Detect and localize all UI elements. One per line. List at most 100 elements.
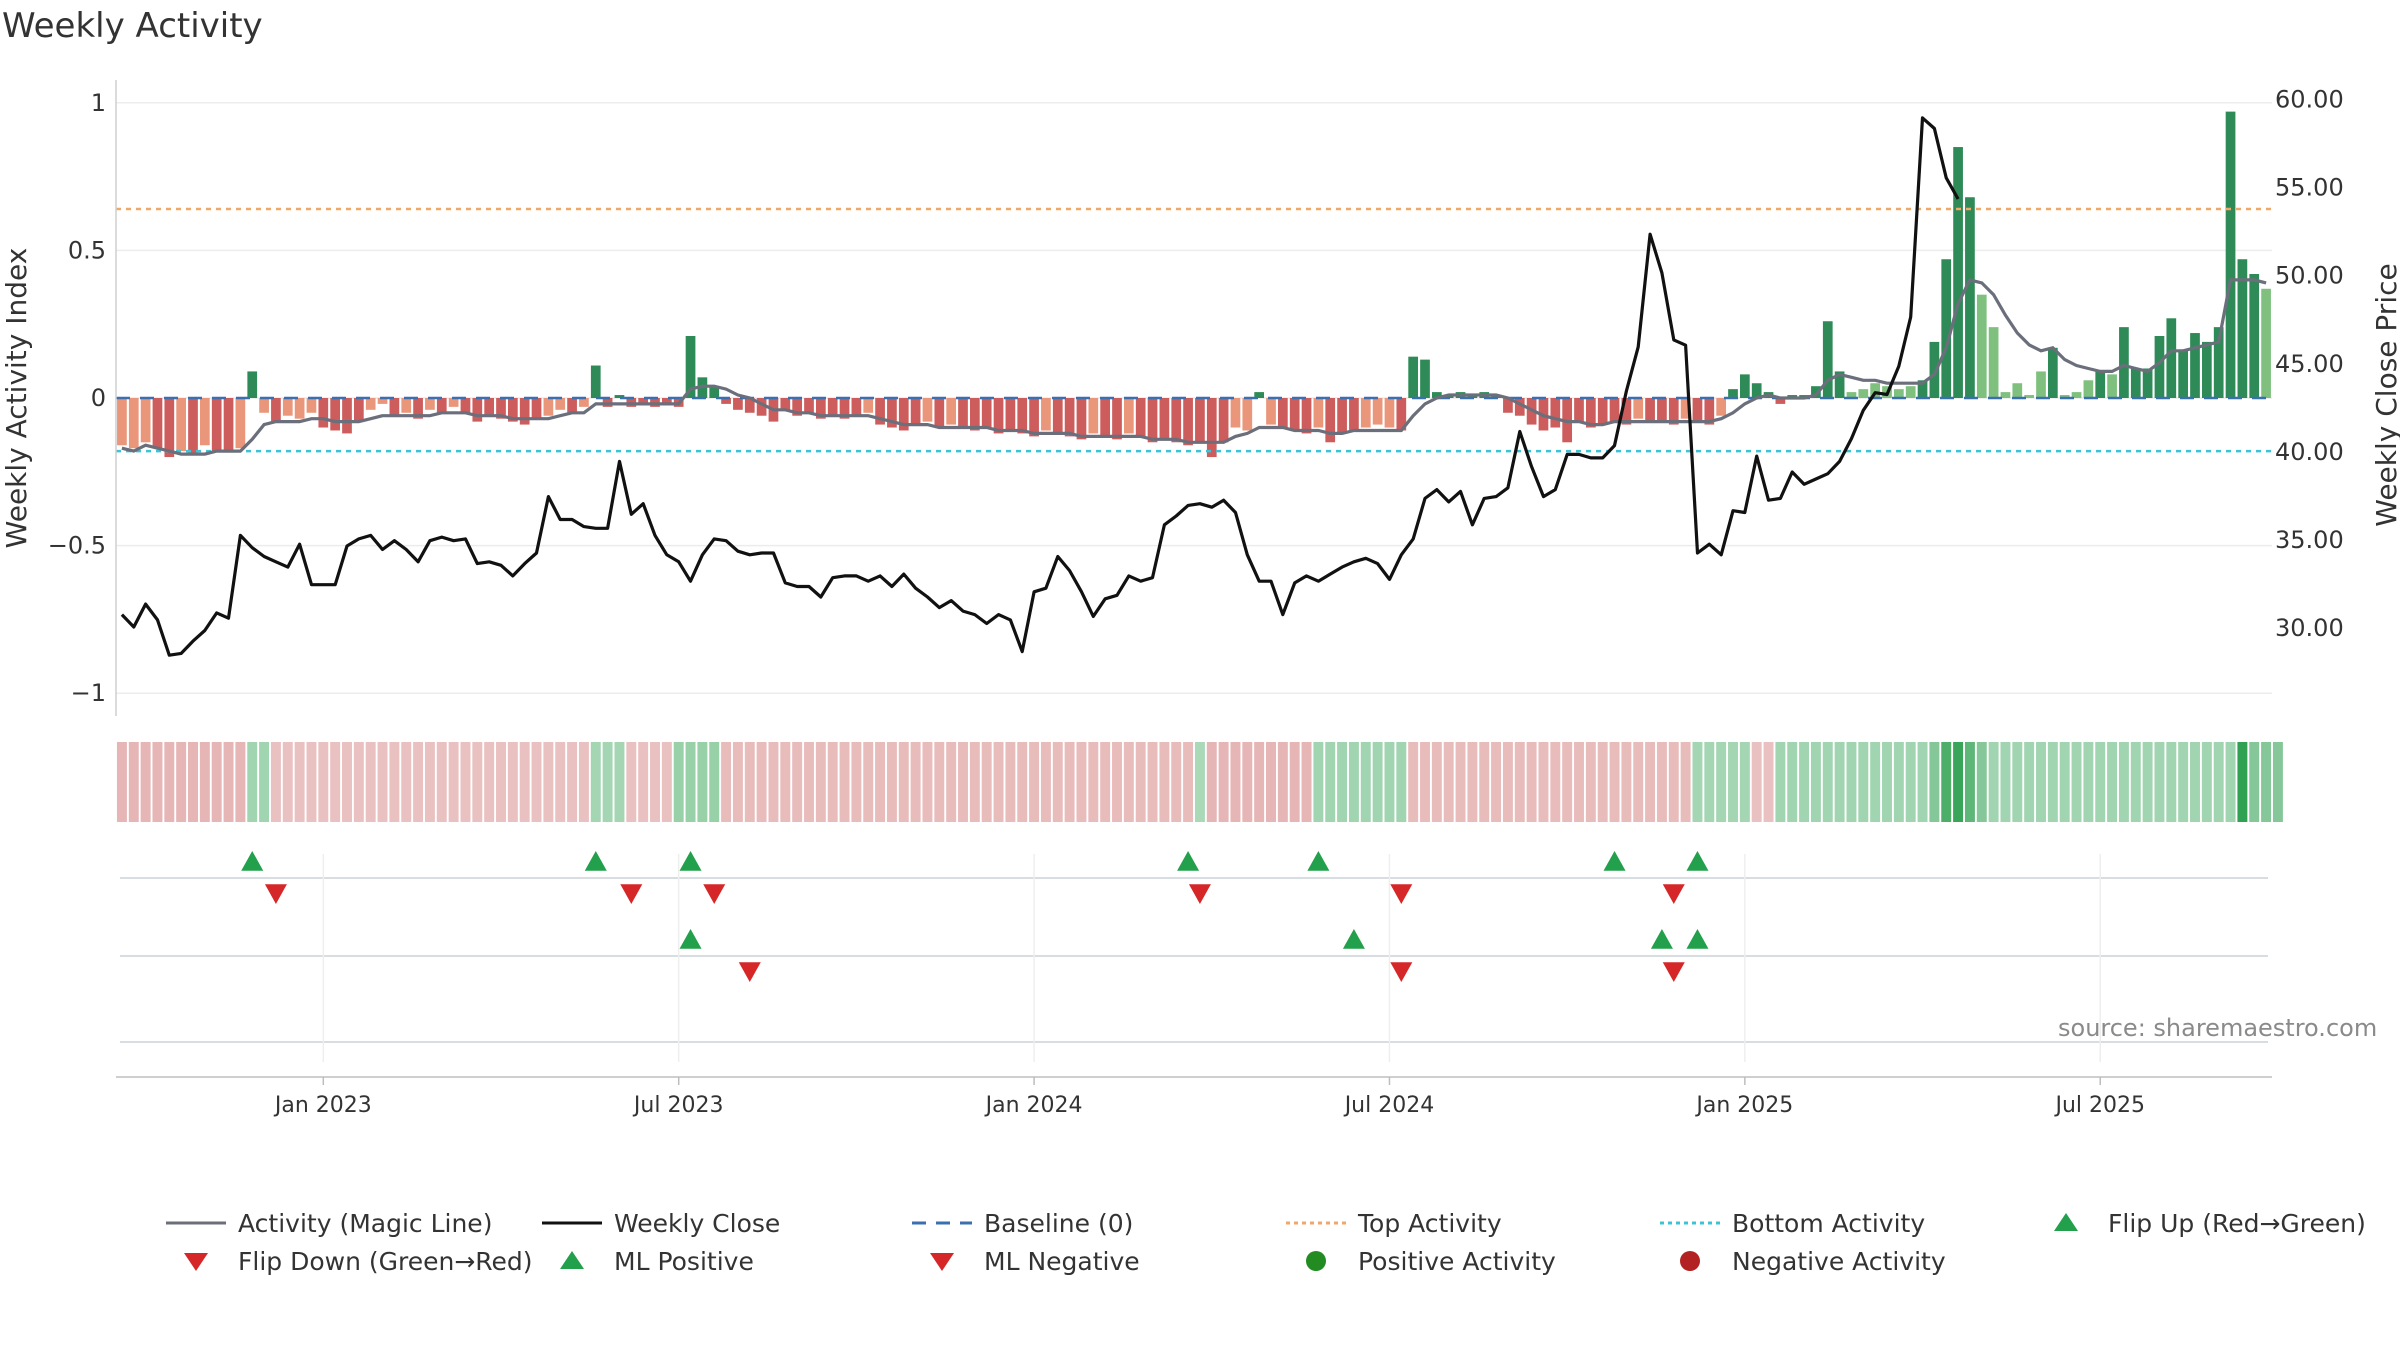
strip-cell [638, 742, 649, 822]
activity-bar [1692, 398, 1703, 422]
activity-bar [223, 398, 234, 452]
strip-cell [484, 742, 495, 822]
strip-cell [721, 742, 732, 822]
activity-bar [188, 398, 198, 455]
strip-cell [1502, 742, 1513, 822]
activity-bar [614, 395, 625, 398]
activity-bar [365, 398, 376, 410]
strip-cell [2012, 742, 2023, 822]
strip-cell [1479, 742, 1490, 822]
strip-cell [1633, 742, 1644, 822]
strip-cell [1574, 742, 1584, 822]
strip-cell [875, 742, 886, 822]
x-tick-label: Jul 2024 [1343, 1093, 1435, 1118]
activity-bar [804, 398, 814, 413]
activity-bar [330, 398, 341, 431]
flip-up-marker [1307, 851, 1330, 871]
strip-cell [318, 742, 329, 822]
strip-cell [1147, 742, 1158, 822]
strip-cell [2249, 742, 2260, 822]
positive-activity-icon [1306, 1251, 1326, 1271]
strip-cell [389, 742, 400, 822]
activity-bar [164, 398, 175, 458]
strip-cell [709, 742, 720, 822]
strip-cell [1088, 742, 1099, 822]
y2-tick-label: 60.00 [2275, 86, 2344, 114]
strip-cell [2047, 742, 2058, 822]
strip-cell [792, 742, 803, 822]
strip-cell [1230, 742, 1241, 822]
strip-cell [1017, 742, 1028, 822]
legend-label-baseline: Baseline (0) [984, 1208, 1134, 1238]
strip-cell [946, 742, 957, 822]
strip-cell [2107, 742, 2118, 822]
activity-bar [2047, 347, 2058, 398]
strip-cell [626, 742, 637, 822]
strip-cell [886, 742, 897, 822]
bottom-activity-swatch [1660, 1221, 1720, 1225]
strip-cell [1728, 742, 1738, 822]
activity-bar [1503, 398, 1513, 413]
strip-cell [330, 742, 341, 822]
strip-cell [377, 742, 388, 822]
strip-cell [1455, 742, 1466, 822]
ml-positive-marker [1686, 929, 1709, 949]
activity-bar [1668, 398, 1679, 425]
activity-bar [898, 398, 909, 431]
activity-bar [1905, 386, 1916, 398]
activity-bar [1396, 398, 1407, 431]
strip-cell [1988, 742, 1999, 822]
legend-item-flip-down: Flip Down (Green→Red) [164, 1242, 533, 1280]
activity-bar [851, 398, 862, 416]
activity-bar [543, 398, 554, 416]
activity-bar [744, 398, 755, 413]
strip-cell [2024, 742, 2035, 822]
strip-cell [2083, 742, 2094, 822]
activity-bar [353, 398, 364, 422]
activity-bar [922, 398, 933, 422]
activity-bar [2130, 368, 2141, 398]
strip-cell [2237, 742, 2248, 822]
strip-cell [472, 742, 483, 822]
activity-bar [2024, 395, 2035, 398]
activity-bar [1289, 398, 1300, 431]
strip-cell [732, 742, 743, 822]
activity-bar [1574, 398, 1584, 422]
flip-up-marker [584, 851, 607, 871]
ml-positive-marker [1650, 929, 1673, 949]
activity-bar [2107, 374, 2117, 398]
activity-bar [756, 398, 767, 416]
strip-cell [1550, 742, 1561, 822]
strip-cell [650, 742, 660, 822]
activity-bar [2190, 333, 2200, 398]
activity-bar [1041, 398, 1051, 431]
x-tick-label: Jan 2025 [1694, 1093, 1793, 1118]
x-tick-label: Jul 2025 [2053, 1093, 2145, 1118]
activity-bar [1775, 398, 1786, 404]
strip-cell [1645, 742, 1656, 822]
activity-bar [1372, 398, 1383, 425]
signal-markers [120, 851, 2268, 1062]
activity-bar [448, 398, 459, 407]
activity-bar [1206, 398, 1217, 458]
activity-bar [1135, 398, 1146, 437]
activity-bar [1420, 359, 1430, 398]
strip-cell [2118, 742, 2129, 822]
strip-cell [1953, 742, 1964, 822]
strip-cell [1739, 742, 1750, 822]
strip-cell [531, 742, 542, 822]
strip-cell [602, 742, 613, 822]
legend-item-bottom-activity: Bottom Activity [1658, 1204, 1925, 1242]
activity-bar [2213, 327, 2224, 398]
legend-label-ml-positive: ML Positive [614, 1246, 754, 1276]
strip-cell [1585, 742, 1596, 822]
strip-cell [1325, 742, 1336, 822]
activity-bar [294, 398, 305, 419]
activity-bar [1609, 398, 1620, 422]
strip-cell [578, 742, 589, 822]
activity-bar [863, 398, 874, 413]
y-tick-label: 1 [91, 89, 106, 117]
strip-cell [2130, 742, 2141, 822]
weekly-close-swatch [542, 1221, 602, 1225]
activity-bar [1123, 398, 1134, 434]
